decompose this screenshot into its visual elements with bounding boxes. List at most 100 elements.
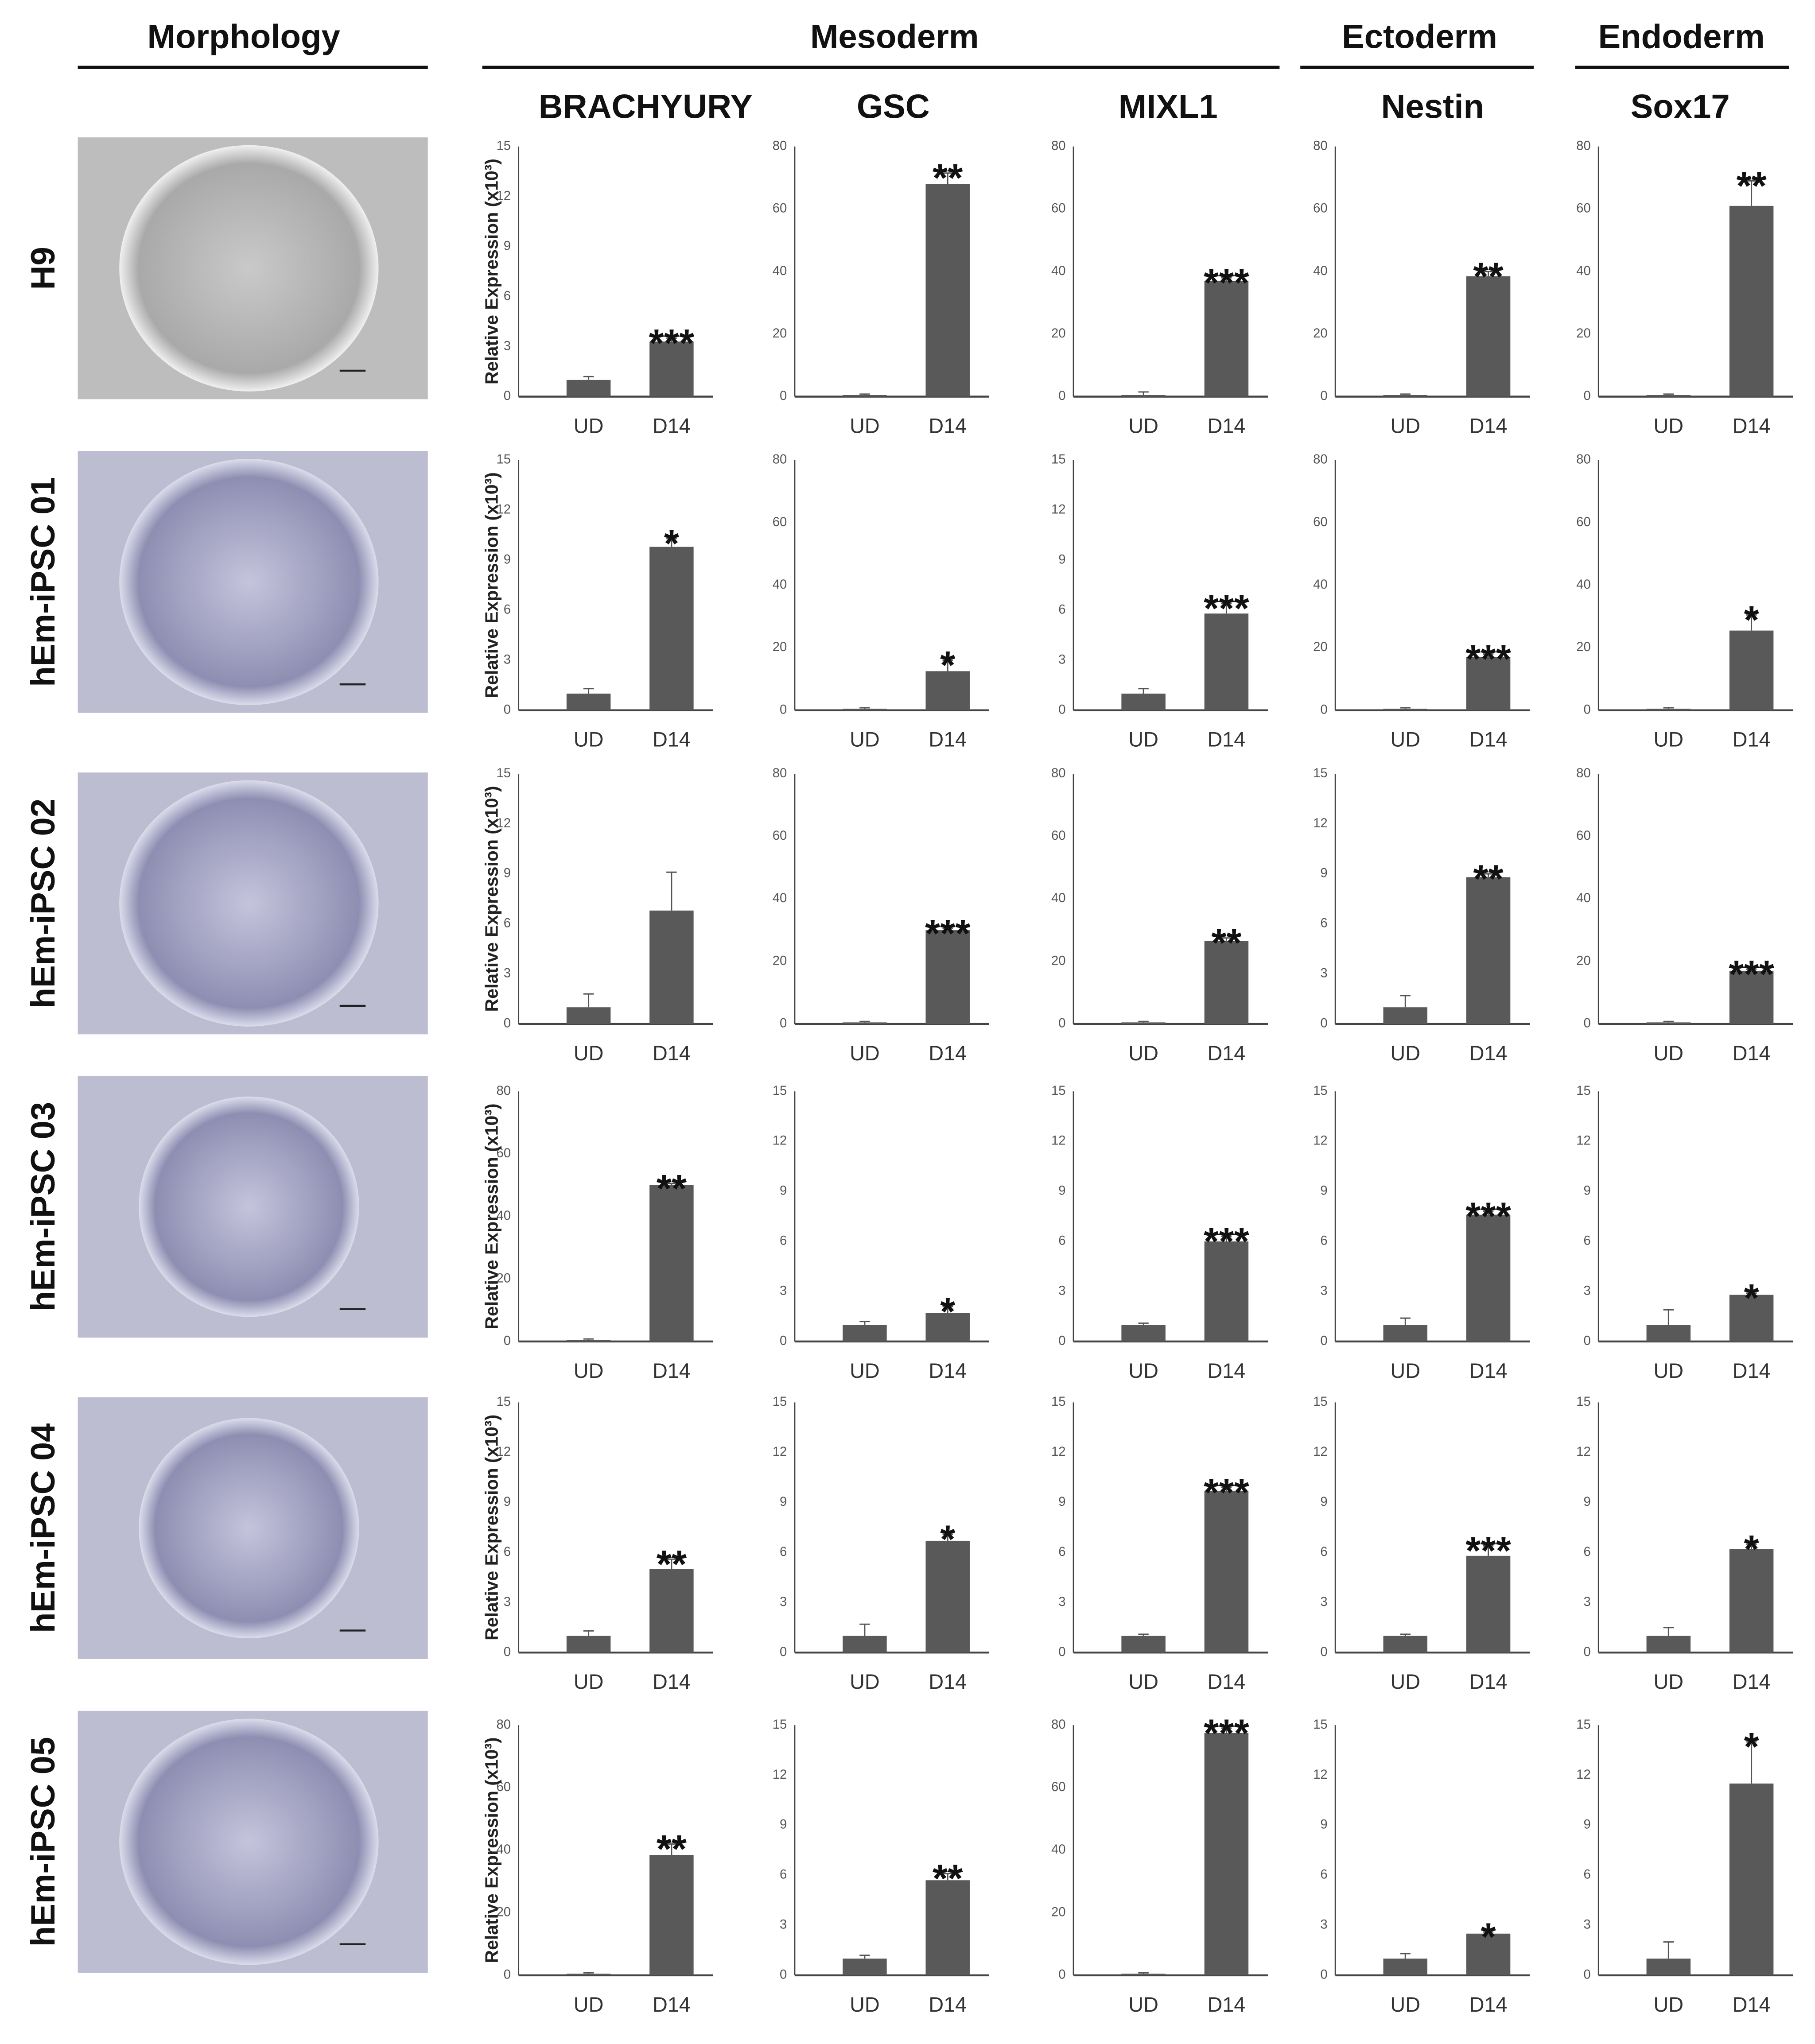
y-tick-label: 0	[1058, 1334, 1065, 1348]
colony	[119, 458, 379, 705]
y-tick-label: 40	[773, 891, 787, 905]
bar	[1729, 206, 1774, 397]
bar	[566, 380, 611, 397]
y-tick-label: 20	[1051, 326, 1066, 341]
gene-header: GSC	[857, 88, 930, 125]
bar-chart: 0 20 40 60 80 UD D14 ***	[1576, 766, 1793, 1065]
x-tick-label: UD	[1128, 1042, 1158, 1065]
bar	[1204, 281, 1249, 397]
y-tick-label: 6	[780, 1545, 787, 1559]
y-tick-label: 9	[1320, 1495, 1327, 1509]
x-tick-label: D14	[929, 1042, 967, 1065]
bar-chart: 0 3 6 9 12 15 UD D14 *	[1576, 1718, 1793, 2016]
bar-chart: 0 3 6 9 12 15 UD D14 **	[1313, 766, 1530, 1065]
y-tick-label: 40	[773, 578, 787, 592]
significance: ***	[1465, 1195, 1511, 1238]
significance: **	[657, 1542, 687, 1586]
y-tick-label: 0	[1058, 702, 1065, 717]
y-tick-label: 12	[1576, 1768, 1591, 1782]
colony	[139, 1418, 359, 1639]
y-tick-label: 12	[496, 816, 511, 830]
significance: ***	[1204, 1711, 1249, 1755]
colony	[119, 145, 379, 392]
y-tick-label: 9	[1058, 1495, 1065, 1509]
bar-chart: 0 20 40 60 80 UD D14 ***	[773, 766, 989, 1065]
x-tick-label: UD	[1390, 414, 1420, 437]
bar	[1383, 1325, 1427, 1342]
y-tick-label: 12	[1576, 1134, 1591, 1148]
y-tick-label: 80	[496, 1084, 511, 1098]
y-tick-label: 0	[1583, 1968, 1590, 1982]
bar-chart: 0 3 6 9 12 15 UD D14 ***	[1051, 1084, 1268, 1382]
significance: ***	[1465, 637, 1511, 681]
bar	[649, 1569, 694, 1653]
y-tick-label: 0	[1320, 1968, 1327, 1982]
y-tick-label: 6	[504, 1545, 511, 1559]
significance: *	[664, 522, 680, 565]
y-tick-label: 3	[1583, 1595, 1590, 1609]
x-tick-label: UD	[1654, 414, 1684, 437]
bar	[1646, 709, 1691, 710]
x-tick-label: D14	[1207, 1359, 1245, 1382]
x-tick-label: D14	[653, 1670, 691, 1693]
y-tick-label: 12	[1051, 1445, 1066, 1459]
y-tick-label: 6	[1058, 1545, 1065, 1559]
y-tick-label: 15	[1576, 1395, 1591, 1409]
bar	[925, 1313, 970, 1342]
x-tick-label: D14	[929, 1993, 967, 2016]
bar-chart: 0 3 6 9 12 15 UD D14 *	[1313, 1718, 1530, 2016]
y-tick-label: 60	[1051, 829, 1066, 843]
y-tick-label: 12	[1313, 816, 1328, 830]
bar	[1121, 694, 1166, 710]
y-tick-label: 6	[1583, 1234, 1590, 1248]
x-tick-label: UD	[1654, 1993, 1684, 2016]
bar-chart: 0 3 6 9 12 15 UD D14 * Relative Expression (x10³)	[482, 453, 713, 751]
y-tick-label: 15	[1313, 1395, 1328, 1409]
y-tick-label: 60	[496, 1146, 511, 1160]
x-tick-label: D14	[1733, 1359, 1771, 1382]
morphology-image	[78, 1710, 428, 1973]
y-tick-label: 80	[1313, 453, 1328, 467]
x-tick-label: D14	[1733, 1993, 1771, 2016]
y-tick-label: 0	[780, 702, 787, 717]
significance: **	[933, 1857, 963, 1900]
bar	[1466, 1555, 1511, 1653]
bar-chart: 0 3 6 9 12 15 UD D14 *	[1576, 1395, 1793, 1693]
y-tick-label: 12	[1051, 503, 1066, 517]
y-tick-label: 3	[780, 1284, 787, 1298]
y-tick-label: 3	[1320, 966, 1327, 981]
bar	[1204, 1733, 1249, 1975]
x-tick-label: UD	[1654, 728, 1684, 751]
bar-chart: 0 20 40 60 80 UD D14 **	[1051, 766, 1268, 1065]
significance: *	[1744, 598, 1760, 641]
y-tick-label: 0	[1058, 389, 1065, 403]
y-tick-label: 0	[504, 702, 511, 717]
colony	[119, 1718, 379, 1965]
y-tick-label: 20	[496, 1905, 511, 1919]
y-tick-label: 3	[1320, 1284, 1327, 1298]
y-tick-label: 9	[1320, 1818, 1327, 1832]
y-tick-label: 20	[1576, 326, 1591, 341]
gene-header: BRACHYURY	[539, 88, 753, 125]
y-tick-label: 6	[504, 289, 511, 303]
y-tick-label: 0	[780, 1645, 787, 1659]
x-tick-label: UD	[574, 1042, 604, 1065]
x-tick-label: UD	[1654, 1670, 1684, 1693]
x-tick-label: UD	[1128, 414, 1158, 437]
bar-chart: 0 3 6 9 12 15 UD D14 Relative Expression (x10³)	[482, 766, 713, 1065]
y-tick-label: 40	[773, 264, 787, 278]
y-tick-label: 20	[1313, 640, 1328, 654]
row-label: hEm-iPSC 05	[24, 1737, 62, 1947]
bar	[1466, 877, 1511, 1024]
y-tick-label: 6	[1320, 1868, 1327, 1882]
significance: *	[940, 1517, 956, 1561]
significance: ***	[1204, 1470, 1249, 1514]
y-tick-label: 40	[1576, 578, 1591, 592]
x-tick-label: UD	[850, 1359, 880, 1382]
y-tick-label: 3	[780, 1918, 787, 1932]
x-tick-label: UD	[1390, 1993, 1420, 2016]
significance: *	[1744, 1276, 1760, 1320]
significance: **	[657, 1167, 687, 1210]
bar	[1204, 1490, 1249, 1653]
